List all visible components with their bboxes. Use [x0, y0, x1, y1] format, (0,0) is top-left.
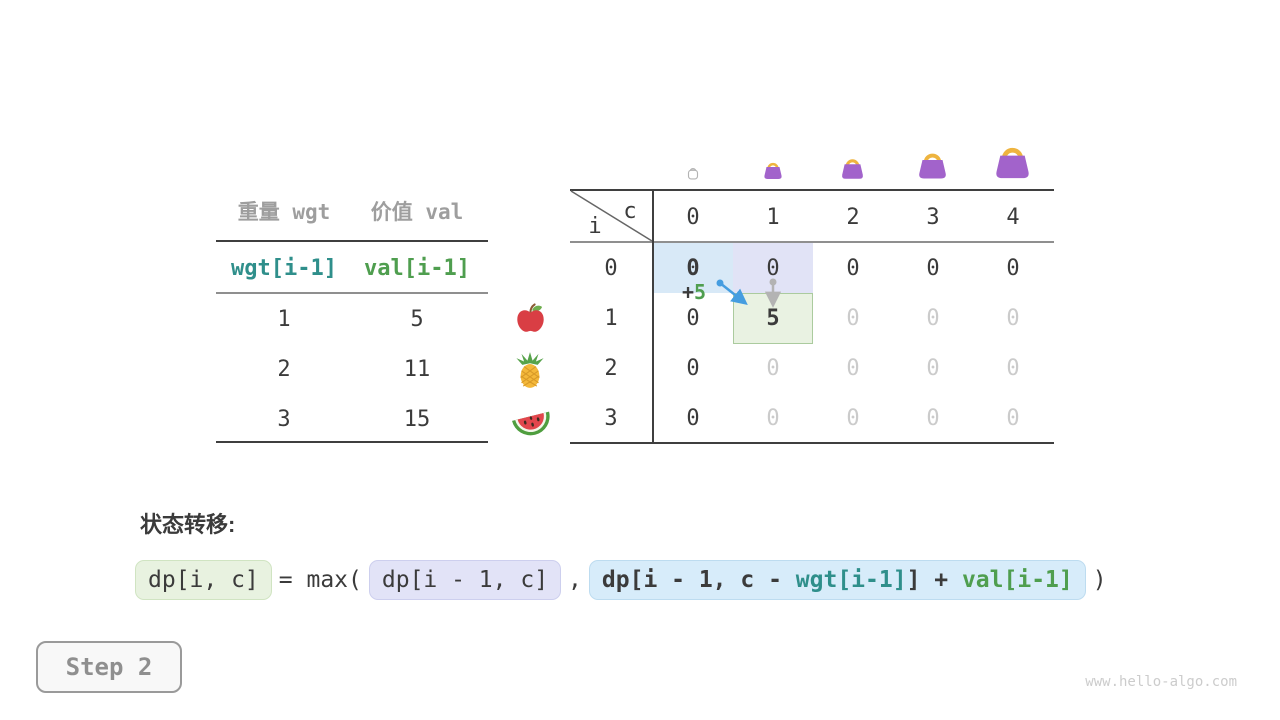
dp-cell-r0c4: 0 — [1006, 256, 1020, 281]
col-header-0: 0 — [686, 205, 700, 230]
watermark: www.hello-algo.com — [1085, 674, 1237, 690]
dp-cell-r3c2: 0 — [846, 406, 860, 431]
item-2-weight: 2 — [277, 357, 291, 382]
dp-table-bottom-rule — [570, 442, 1054, 444]
item-1-weight: 1 — [277, 307, 291, 332]
dp-cell-r0c1: 0 — [766, 256, 780, 281]
dp-cell-r0c3: 0 — [926, 256, 940, 281]
dp-cell-r1c3: 0 — [926, 306, 940, 331]
dp-cell-r2c1: 0 — [766, 356, 780, 381]
dp-cell-r2c4: 0 — [1006, 356, 1020, 381]
bag-small-icon — [764, 162, 782, 179]
pineapple-icon — [516, 352, 544, 388]
item-1-value: 5 — [410, 307, 424, 332]
dp-cell-r3c1: 0 — [766, 406, 780, 431]
step-button[interactable]: Step 2 — [36, 641, 182, 693]
row-header-1: 1 — [604, 306, 618, 331]
corner-col-var: c — [623, 199, 637, 224]
take-term-part-1: dp[i - 1, c - — [601, 567, 796, 593]
row-header-3: 3 — [604, 406, 618, 431]
items-table-bottom-rule — [216, 441, 488, 443]
bag-xlarge-icon — [996, 147, 1029, 179]
row-header-0: 0 — [604, 256, 618, 281]
corner-row-var: i — [588, 214, 602, 239]
watermelon-icon — [512, 411, 550, 436]
dp-cell-r3c0: 0 — [686, 406, 700, 431]
dp-cell-r2c2: 0 — [846, 356, 860, 381]
skip-item-arrow — [764, 278, 782, 308]
corner-diagonal-line — [570, 190, 653, 242]
dp-cell-r1c0: 0 — [686, 306, 700, 331]
items-table-mid-rule — [216, 292, 488, 294]
item-3-weight: 3 — [277, 407, 291, 432]
take-item-arrow — [716, 279, 748, 306]
dp-cell-r1c1: 5 — [766, 306, 780, 331]
dp-cell-r3c3: 0 — [926, 406, 940, 431]
dp-table-vertical-rule — [652, 189, 654, 444]
dp-cell-r2c0: 0 — [686, 356, 700, 381]
step-button-label: Step 2 — [65, 653, 153, 681]
formula-close-paren: ) — [1092, 567, 1107, 593]
dp-table-header-rule — [570, 241, 1054, 243]
items-col-weight-header: 重量 wgt — [237, 200, 331, 224]
dp-formula: dp[i, c] = max( dp[i - 1, c] , dp[i - 1,… — [135, 559, 1114, 601]
transition-arrows — [716, 278, 782, 308]
plus-sign: + — [682, 280, 695, 304]
item-3-value: 15 — [403, 407, 431, 432]
col-header-4: 4 — [1006, 205, 1020, 230]
dp-cell-r2c3: 0 — [926, 356, 940, 381]
take-term-value: val[i-1] — [961, 567, 1073, 593]
formula-skip-term: dp[i - 1, c] — [368, 560, 562, 600]
items-col-value-header: 价值 val — [370, 200, 464, 224]
items-table-top-rule — [216, 240, 488, 242]
dp-cell-r1c4: 0 — [1006, 306, 1020, 331]
formula-comma: , — [568, 567, 582, 593]
items-value-subheader: val[i-1] — [364, 256, 470, 281]
take-term-weight: wgt[i-1] — [795, 567, 907, 593]
added-value: 5 — [694, 280, 707, 304]
apple-icon — [517, 303, 544, 332]
formula-equals-max: = max( — [278, 567, 362, 593]
items-weight-subheader: wgt[i-1] — [231, 256, 337, 281]
dp-cell-r3c4: 0 — [1006, 406, 1020, 431]
dp-cell-r0c0: 0 — [686, 256, 700, 281]
bag-empty-icon — [687, 168, 699, 180]
col-header-2: 2 — [846, 205, 860, 230]
take-term-part-3: ] + — [906, 567, 962, 593]
dp-cell-r0c2: 0 — [846, 256, 860, 281]
state-transition-label: 状态转移: — [140, 512, 236, 537]
col-header-3: 3 — [926, 205, 940, 230]
dp-table-top-rule — [570, 189, 1054, 191]
formula-lhs: dp[i, c] — [135, 560, 272, 600]
item-2-value: 11 — [403, 357, 431, 382]
add-value-annotation: +5 — [682, 281, 706, 303]
bag-medium-icon — [842, 159, 863, 179]
formula-take-term: dp[i - 1, c - wgt[i-1]] + val[i-1] — [588, 560, 1086, 600]
col-header-1: 1 — [766, 205, 780, 230]
row-header-2: 2 — [604, 356, 618, 381]
dp-cell-r1c2: 0 — [846, 306, 860, 331]
bag-large-icon — [919, 153, 946, 179]
